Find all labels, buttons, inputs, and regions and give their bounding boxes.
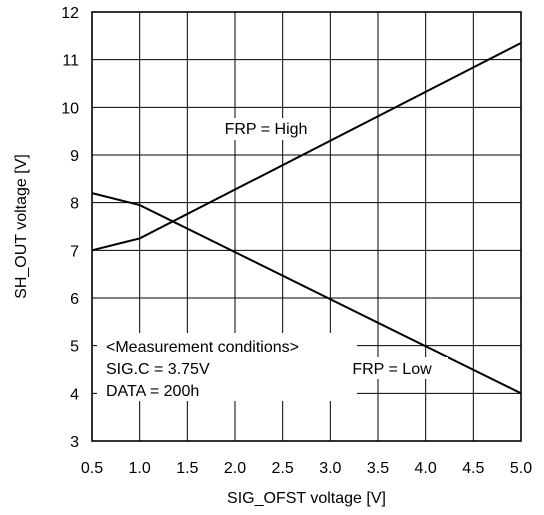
x-tick-label: 3.5 (367, 460, 389, 477)
measurement-conditions: <Measurement conditions> SIG.C = 3.75V DAT… (106, 339, 299, 400)
y-axis-title: SH_OUT voltage [V] (13, 154, 30, 299)
y-tick-label: 9 (70, 148, 79, 165)
x-tick-label: 0.5 (81, 460, 103, 477)
plot-frame (91, 11, 522, 442)
series-line-frp-high (91, 42, 522, 252)
x-axis-title: SIG_OFST voltage [V] (227, 490, 386, 507)
conditions-background (97, 333, 357, 401)
condition-line: DATA = 200h (106, 383, 199, 400)
y-tick-label: 11 (62, 53, 79, 70)
condition-line: SIG.C = 3.75V (106, 361, 210, 378)
condition-line: <Measurement conditions> (106, 339, 299, 356)
y-tick-label: 6 (70, 291, 79, 308)
series-label-frp-low: FRP = Low (352, 361, 432, 378)
series-label-background (208, 118, 326, 140)
x-tick-label: 1.0 (129, 460, 151, 477)
series-label-frp-high: FRP = High (225, 121, 308, 138)
grid (91, 11, 522, 442)
series-line-frp-low (91, 192, 522, 395)
x-tick-label: 2.0 (224, 460, 246, 477)
y-tick-label: 7 (70, 243, 79, 260)
series-lines (91, 42, 522, 395)
x-tick-label: 4.0 (415, 460, 437, 477)
y-tick-label: 12 (61, 5, 79, 22)
tick-labels: 0.5 1.0 1.5 2.0 2.5 3.0 3.5 4.0 4.5 5.0 3 4 5 6 7 8 9 10 1… (61, 5, 532, 477)
x-tick-label: 2.5 (272, 460, 294, 477)
x-tick-label: 5.0 (510, 460, 532, 477)
x-tick-label: 3.0 (319, 460, 341, 477)
series-labels: FRP = High FRP = Low (208, 118, 448, 379)
x-tick-label: 1.5 (176, 460, 198, 477)
y-tick-label: 3 (70, 434, 79, 451)
x-tick-label: 4.5 (462, 460, 484, 477)
y-tick-label: 8 (70, 196, 79, 213)
series-label-background (336, 357, 448, 379)
y-tick-label: 10 (61, 100, 79, 117)
y-tick-label: 4 (70, 386, 79, 403)
y-tick-label: 5 (70, 339, 79, 356)
